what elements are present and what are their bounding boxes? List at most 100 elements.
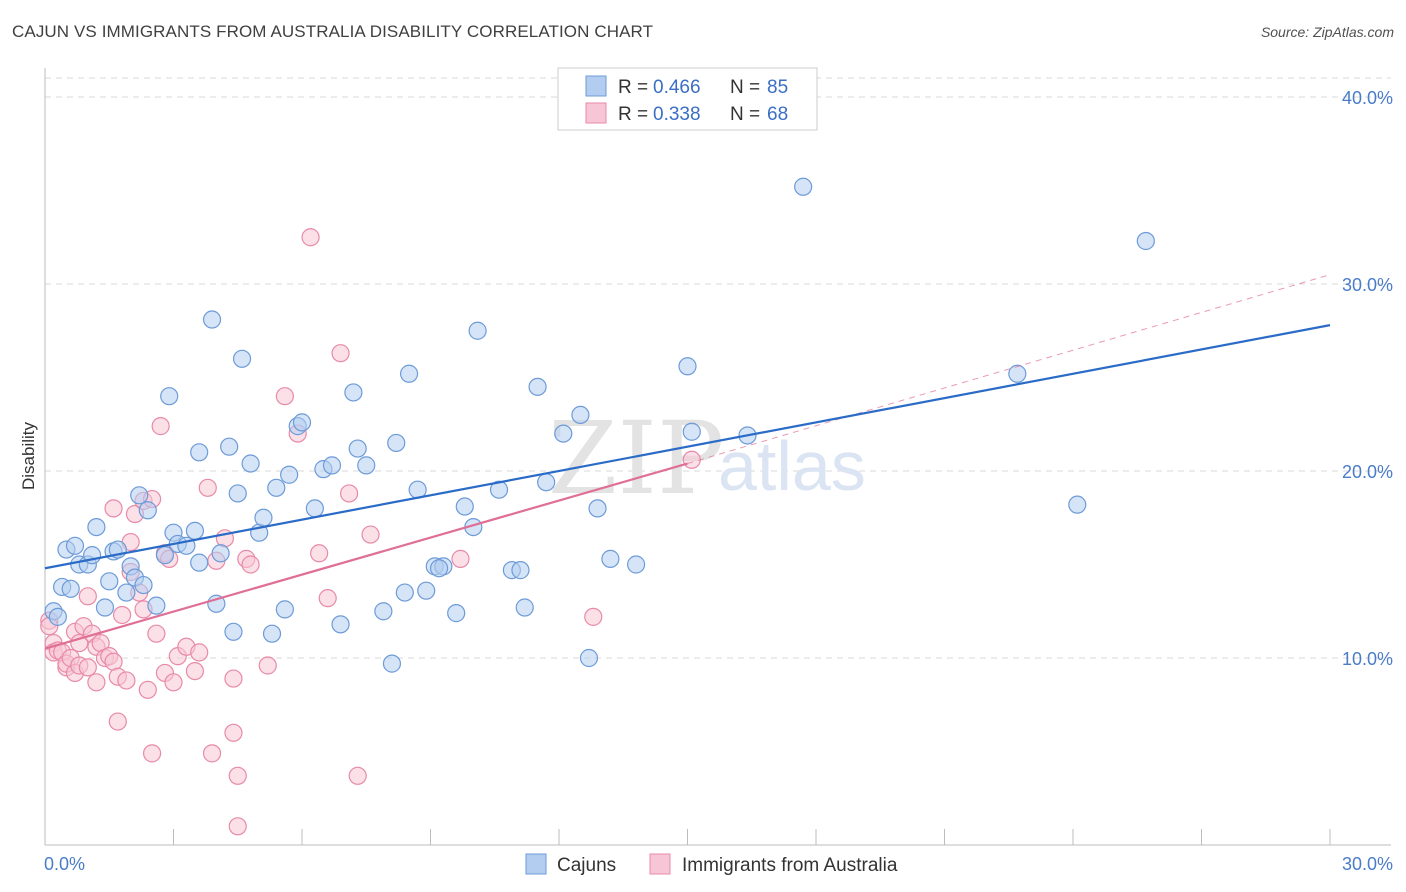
legend-swatch-cajuns xyxy=(585,75,607,97)
cajuns-point-63 xyxy=(455,497,474,516)
australia-point-65 xyxy=(361,525,380,544)
australia-point-38 xyxy=(151,417,170,436)
x-tick-label-1: 30.0% xyxy=(1342,854,1393,874)
cajuns-point-44 xyxy=(292,413,312,432)
australia-point-24 xyxy=(108,712,127,731)
cajuns-point-73 xyxy=(571,405,590,424)
bottom-legend-label-cajuns: Cajuns xyxy=(557,855,616,876)
australia-point-64 xyxy=(348,766,367,785)
cajuns-point-71 xyxy=(537,473,556,492)
legend-n-label-1: N = xyxy=(730,77,760,98)
cajuns-point-75 xyxy=(588,499,607,518)
cajuns-point-83 xyxy=(1068,495,1087,514)
australia-point-34 xyxy=(138,680,157,699)
australia-point-52 xyxy=(224,723,243,742)
australia-point-22 xyxy=(104,652,123,671)
cajuns-point-81 xyxy=(794,177,813,196)
chart-title: CAJUN VS IMMIGRANTS FROM AUSTRALIA DISAB… xyxy=(12,22,654,41)
cajuns-point-38 xyxy=(254,508,273,527)
cajuns-point-65 xyxy=(468,321,487,340)
cajuns-point-9 xyxy=(87,517,106,537)
australia-point-46 xyxy=(190,643,209,662)
cajuns-point-82 xyxy=(1008,364,1027,383)
y-tick-label-2: 30.0% xyxy=(1342,275,1393,295)
cajuns-point-66 xyxy=(489,480,509,499)
axes xyxy=(44,68,1391,846)
australia-point-37 xyxy=(147,624,166,643)
series-cajuns-points xyxy=(44,177,1155,673)
cajuns-point-35 xyxy=(232,349,252,368)
cajuns-point-29 xyxy=(202,310,222,329)
cajuns-point-61 xyxy=(429,559,449,578)
australia-point-12 xyxy=(70,633,89,653)
australia-point-47 xyxy=(198,478,217,497)
legend-r-value-cajuns: 0.466 xyxy=(653,77,701,98)
cajuns-point-84 xyxy=(1136,231,1155,251)
australia-point-51 xyxy=(224,669,243,688)
australia-point-54 xyxy=(228,817,247,836)
legend-box: R = 0.466 N = 85 R = 0.338 N = 68 xyxy=(557,67,818,131)
australia-point-45 xyxy=(185,661,205,681)
australia-point-68 xyxy=(301,228,320,247)
x-tick-labels: 0.0% 30.0% xyxy=(44,854,1393,874)
y-tick-label-0: 10.0% xyxy=(1342,649,1393,669)
cajuns-point-41 xyxy=(275,600,294,619)
cajuns-point-17 xyxy=(130,486,149,505)
australia-point-27 xyxy=(117,671,136,690)
cajuns-point-53 xyxy=(382,654,402,673)
australia-point-17 xyxy=(87,673,106,692)
cajuns-point-77 xyxy=(626,555,646,574)
cajuns-point-1 xyxy=(48,607,67,626)
cajuns-point-5 xyxy=(65,536,85,555)
cajuns-point-76 xyxy=(601,549,620,568)
australia-point-62 xyxy=(331,344,350,363)
cajuns-point-34 xyxy=(228,484,247,503)
y-tick-label-3: 40.0% xyxy=(1342,88,1393,108)
australia-point-69 xyxy=(682,450,701,469)
cajuns-point-32 xyxy=(220,437,239,456)
cajuns-point-49 xyxy=(344,383,363,402)
y-tick-labels: 10.0% 20.0% 30.0% 40.0% xyxy=(1342,88,1393,669)
cajuns-point-62 xyxy=(447,604,466,623)
bottom-legend-swatch-cajuns xyxy=(525,853,547,875)
australia-point-58 xyxy=(275,387,294,406)
cajuns-point-51 xyxy=(357,456,376,475)
cajuns-point-18 xyxy=(134,575,153,595)
chart-source: Source: ZipAtlas.com xyxy=(1260,24,1394,40)
cajuns-point-79 xyxy=(682,422,701,441)
legend-n-value-cajuns: 85 xyxy=(767,77,788,98)
australia-point-36 xyxy=(142,744,162,763)
x-tick-label-0: 0.0% xyxy=(44,854,85,874)
cajuns-point-14 xyxy=(117,583,136,602)
bottom-legend-label-australia: Immigrants from Australia xyxy=(682,855,898,876)
watermark: ZIP atlas xyxy=(548,400,866,517)
legend-swatch-australia xyxy=(585,102,607,124)
cajuns-point-39 xyxy=(262,624,282,643)
cajuns-point-26 xyxy=(185,521,205,540)
cajuns-point-68 xyxy=(511,561,530,580)
cajuns-point-47 xyxy=(322,456,342,475)
cajuns-point-33 xyxy=(224,622,243,641)
australia-point-63 xyxy=(340,484,359,503)
cajuns-point-22 xyxy=(160,387,179,406)
cajuns-point-70 xyxy=(528,377,547,396)
cajuns-point-42 xyxy=(280,465,299,484)
cajuns-point-19 xyxy=(138,501,157,520)
trend-line-cajuns xyxy=(44,324,1331,570)
legend-n-value-australia: 68 xyxy=(767,104,788,125)
cajuns-point-74 xyxy=(579,648,599,668)
cajuns-point-58 xyxy=(417,581,436,600)
australia-point-53 xyxy=(228,766,247,785)
cajuns-point-36 xyxy=(241,454,260,473)
cajuns-point-48 xyxy=(331,615,350,634)
trend-line-australia xyxy=(44,462,688,650)
trend-line-australia-extension xyxy=(687,274,1331,464)
cajuns-point-11 xyxy=(100,572,119,591)
x-tick-marks xyxy=(173,829,1331,845)
australia-point-67 xyxy=(584,607,603,626)
cajuns-point-31 xyxy=(211,544,230,563)
y-tick-label-1: 20.0% xyxy=(1342,462,1393,482)
cajuns-point-27 xyxy=(190,443,209,462)
cajuns-point-40 xyxy=(267,478,286,497)
